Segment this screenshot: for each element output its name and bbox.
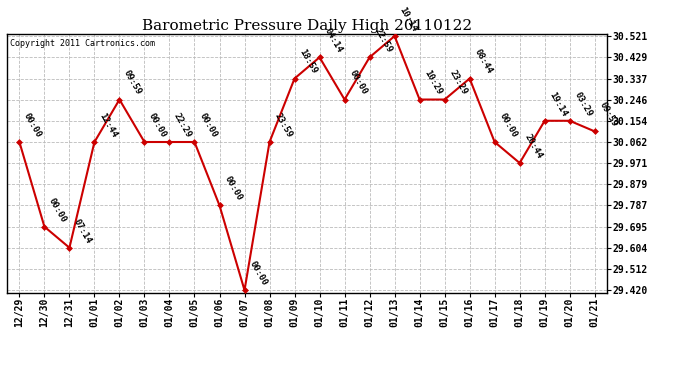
Text: 23:29: 23:29 bbox=[447, 69, 469, 97]
Text: 23:59: 23:59 bbox=[273, 111, 293, 139]
Text: 10:14: 10:14 bbox=[397, 6, 419, 33]
Text: Copyright 2011 Cartronics.com: Copyright 2011 Cartronics.com bbox=[10, 39, 155, 48]
Text: 00:00: 00:00 bbox=[22, 111, 43, 139]
Text: 22:29: 22:29 bbox=[172, 111, 193, 139]
Text: 12:44: 12:44 bbox=[97, 111, 119, 139]
Text: 07:14: 07:14 bbox=[72, 217, 93, 245]
Text: 00:00: 00:00 bbox=[247, 260, 268, 287]
Text: 00:00: 00:00 bbox=[347, 69, 368, 97]
Text: 00:00: 00:00 bbox=[197, 111, 219, 139]
Text: 00:00: 00:00 bbox=[47, 196, 68, 224]
Text: 20:44: 20:44 bbox=[522, 132, 544, 160]
Text: 09:59: 09:59 bbox=[598, 101, 619, 129]
Text: 08:44: 08:44 bbox=[473, 48, 493, 76]
Text: 03:29: 03:29 bbox=[573, 90, 593, 118]
Text: 19:14: 19:14 bbox=[547, 90, 569, 118]
Title: Barometric Pressure Daily High 20110122: Barometric Pressure Daily High 20110122 bbox=[142, 19, 472, 33]
Text: 10:29: 10:29 bbox=[422, 69, 444, 97]
Text: 00:00: 00:00 bbox=[147, 111, 168, 139]
Text: 04:14: 04:14 bbox=[322, 27, 344, 54]
Text: 09:59: 09:59 bbox=[122, 69, 144, 97]
Text: 00:00: 00:00 bbox=[222, 175, 244, 203]
Text: 00:00: 00:00 bbox=[497, 111, 519, 139]
Text: 18:59: 18:59 bbox=[297, 48, 319, 76]
Text: 22:59: 22:59 bbox=[373, 27, 393, 54]
